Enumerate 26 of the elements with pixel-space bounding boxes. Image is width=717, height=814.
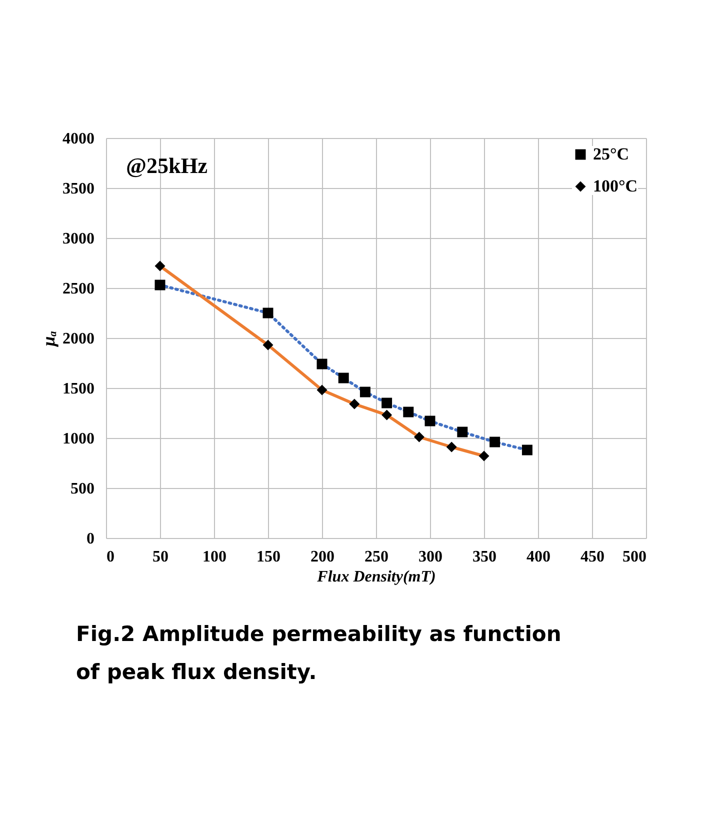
y-tick-label: 500 xyxy=(70,480,94,498)
x-tick-label: 50 xyxy=(152,548,168,566)
x-tick-label: 0 xyxy=(106,548,114,566)
x-tick-label: 450 xyxy=(580,548,604,566)
y-tick-label: 2500 xyxy=(62,280,94,298)
x-tick-label: 500 xyxy=(622,548,646,566)
legend-label: 100°C xyxy=(593,176,638,196)
x-axis-title: Flux Density(mT) xyxy=(316,568,436,586)
x-tick-label: 200 xyxy=(310,548,334,566)
legend-label: 25°C xyxy=(593,144,630,164)
y-tick-label: 3000 xyxy=(62,230,94,248)
y-tick-label: 3500 xyxy=(62,180,94,198)
y-tick-label: 1500 xyxy=(62,380,94,398)
x-tick-label: 150 xyxy=(256,548,280,566)
caption: Fig.2 Amplitude permeability as function of peak flux density. xyxy=(76,622,562,684)
x-tick-label: 350 xyxy=(472,548,496,566)
x-tick-label: 100 xyxy=(202,548,226,566)
x-tick-label: 250 xyxy=(364,548,388,566)
x-tick-label: 400 xyxy=(526,548,550,566)
y-tick-label: 1000 xyxy=(62,430,94,448)
y-tick-label: 0 xyxy=(86,530,94,548)
x-tick-label: 300 xyxy=(418,548,442,566)
annotation: @25kHz xyxy=(126,153,208,178)
y-axis-title: μₐ xyxy=(38,330,58,348)
y-tick-label: 4000 xyxy=(62,130,94,148)
y-tick-label: 2000 xyxy=(62,330,94,348)
